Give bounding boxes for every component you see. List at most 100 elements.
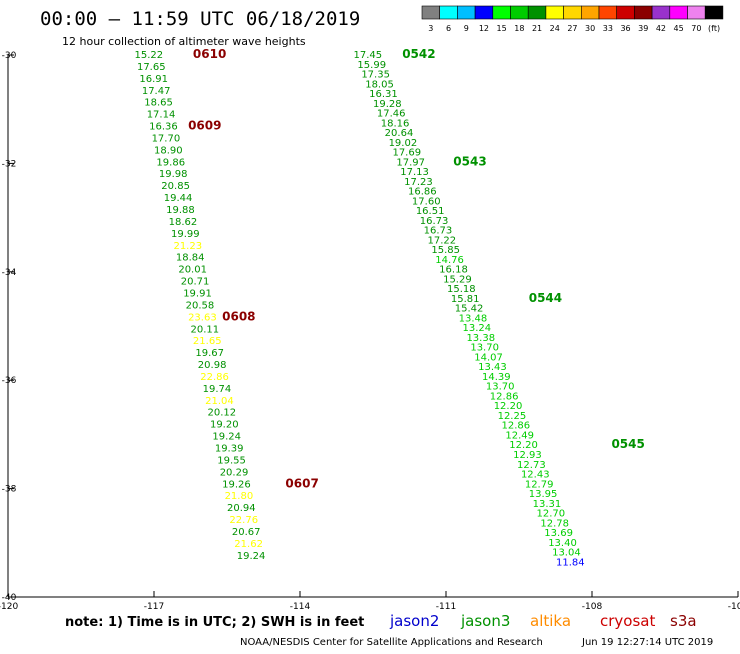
wave-height-label: 20.11: [191, 324, 220, 335]
wave-height-label: 13.40: [548, 538, 577, 549]
wave-height-label: 11.84: [556, 557, 585, 568]
wave-height-label: 19.98: [159, 169, 188, 180]
wave-height-label: 12.43: [521, 470, 550, 481]
wave-height-label: 20.98: [198, 360, 227, 371]
color-scale-swatch: [598, 5, 618, 20]
wave-height-label: 15.29: [443, 274, 472, 285]
chart-subtitle: 12 hour collection of altimeter wave hei…: [62, 35, 306, 48]
chart-title: 00:00 – 11:59 UTC 06/18/2019: [40, 8, 360, 30]
wave-height-label: 17.70: [152, 133, 181, 144]
wave-height-label: 21.62: [234, 539, 263, 550]
color-scale-swatch: [669, 5, 688, 20]
pass-time-label: 0608: [222, 309, 255, 323]
color-scale-label: 6: [446, 24, 451, 33]
wave-height-label: 19.44: [164, 193, 193, 204]
color-scale-label: (ft): [708, 24, 720, 33]
color-scale-label: 36: [620, 24, 630, 33]
wave-height-label: 15.18: [447, 284, 476, 295]
wave-height-label: 13.04: [552, 548, 581, 559]
legend-jason2: jason2: [389, 612, 439, 630]
color-scale-label: 9: [464, 24, 469, 33]
color-scale-swatch: [439, 5, 458, 20]
wave-height-label: 17.23: [404, 177, 433, 188]
wave-height-label: 18.05: [365, 79, 394, 90]
wave-height-label: 12.78: [540, 518, 569, 529]
color-scale-label: 21: [532, 24, 542, 33]
wave-height-label: 20.12: [208, 408, 237, 419]
wave-height-label: 17.35: [361, 70, 390, 81]
wave-height-label: 21.80: [225, 491, 254, 502]
pass-time-label: 0610: [193, 47, 226, 61]
x-tick-label: -108: [582, 602, 603, 612]
x-tick-label: -120: [0, 602, 18, 612]
pass-time-label: 0544: [529, 291, 562, 305]
y-tick-label: -38: [2, 485, 17, 495]
legend-s3a: s3a: [670, 612, 697, 630]
color-scale-swatch: [474, 5, 494, 20]
wave-height-label: 17.22: [428, 235, 457, 246]
wave-height-label: 16.86: [408, 187, 437, 198]
wave-height-label: 12.86: [490, 391, 519, 402]
wave-height-label: 12.20: [509, 440, 538, 451]
color-scale-swatch: [704, 5, 724, 20]
wave-height-label: 12.70: [537, 509, 566, 520]
wave-height-label: 19.99: [171, 229, 200, 240]
wave-height-label: 13.95: [529, 489, 558, 500]
legend-cryosat: cryosat: [600, 612, 655, 630]
wave-height-label: 17.46: [377, 109, 406, 120]
wave-height-label: 15.85: [431, 245, 460, 256]
y-tick-label: -32: [2, 159, 17, 169]
wave-height-label: 16.51: [416, 206, 445, 217]
wave-height-label: 16.73: [424, 226, 453, 237]
wave-height-label: 13.70: [486, 382, 515, 393]
wave-height-label: 21.04: [205, 396, 234, 407]
color-scale-label: 18: [514, 24, 524, 33]
wave-height-label: 16.91: [139, 74, 168, 85]
color-scale-label: 15: [497, 24, 507, 33]
wave-height-label: 19.88: [166, 205, 195, 216]
footer-credit: NOAA/NESDIS Center for Satellite Applica…: [240, 637, 543, 648]
wave-height-label: 19.24: [212, 432, 241, 443]
y-tick-label: -40: [2, 593, 17, 603]
wave-height-label: 15.99: [357, 60, 386, 71]
color-scale-label: 12: [479, 24, 489, 33]
y-tick-label: -34: [2, 268, 17, 278]
color-scale-swatch: [545, 5, 564, 20]
wave-height-label: 14.76: [435, 255, 464, 266]
wave-height-label: 20.85: [161, 181, 190, 192]
wave-height-label: 23.63: [188, 312, 217, 323]
color-scale-label: 70: [691, 24, 701, 33]
wave-height-label: 13.48: [459, 313, 488, 324]
wave-height-label: 18.16: [381, 118, 410, 129]
wave-height-label: 17.14: [147, 110, 176, 121]
color-scale-label: 42: [656, 24, 666, 33]
wave-height-label: 19.02: [389, 138, 418, 149]
wave-height-label: 16.73: [420, 216, 449, 227]
wave-height-label: 17.47: [142, 86, 171, 97]
wave-height-label: 12.86: [501, 421, 530, 432]
wave-height-label: 13.24: [463, 323, 492, 334]
wave-height-label: 19.86: [156, 157, 185, 168]
wave-height-label: 19.28: [373, 99, 402, 110]
wave-height-label: 22.86: [200, 372, 229, 383]
wave-height-label: 19.91: [183, 288, 212, 299]
wave-height-label: 22.76: [229, 515, 258, 526]
color-scale-label: 45: [674, 24, 684, 33]
wave-height-label: 13.70: [470, 343, 499, 354]
wave-height-label: 18.62: [169, 217, 198, 228]
wave-height-label: 19.74: [203, 384, 232, 395]
wave-height-label: 19.20: [210, 420, 239, 431]
pass-time-label: 0545: [611, 437, 644, 451]
color-scale-swatch: [634, 5, 653, 20]
wave-height-label: 21.23: [173, 241, 202, 252]
color-scale-swatch: [687, 5, 706, 20]
color-scale-label: 24: [550, 24, 560, 33]
color-scale-swatch: [563, 5, 582, 20]
wave-height-label: 17.97: [396, 157, 425, 168]
color-scale-swatch: [580, 5, 600, 20]
pass-time-label: 0542: [402, 47, 435, 61]
legend-altika: altika: [530, 612, 571, 630]
wave-height-label: 17.60: [412, 196, 441, 207]
wave-height-label: 12.49: [505, 430, 534, 441]
